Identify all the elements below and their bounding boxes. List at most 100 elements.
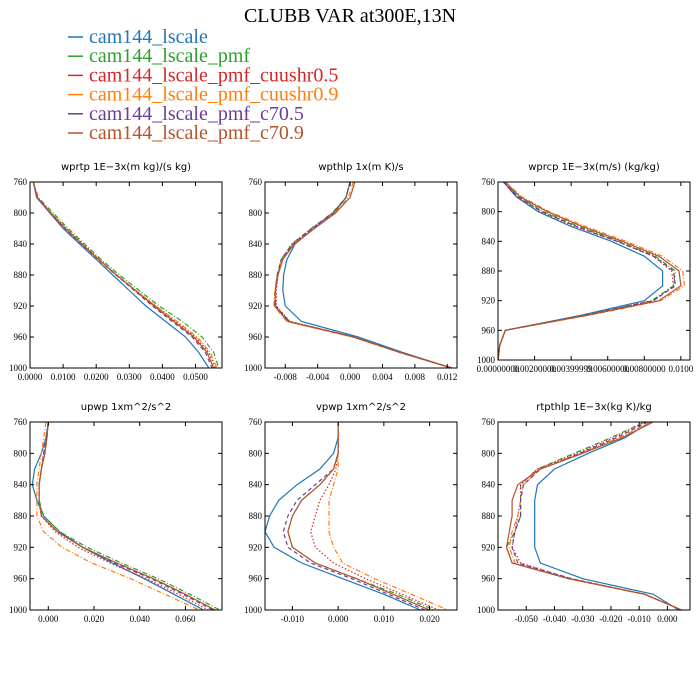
series-group [32,182,220,368]
series-line [498,182,664,360]
y-tick-label: 760 [249,177,263,187]
x-tick-label: 0.00399999 [550,364,593,374]
x-tick-label: 0.012 [437,372,457,382]
y-tick-label: 960 [249,332,263,342]
panel: upwp 1xm^2/s^2 760 800 840 880 920 960 1000 0.00… [9,402,223,624]
y-tick-label: 760 [482,177,496,187]
legend: cam144_lscalecam144_lscale_pmfcam144_lsc… [68,26,338,144]
x-tick-label: -0.030 [571,614,595,624]
x-tick-label: 0.00200000 [513,364,556,374]
y-tick-label: 960 [249,574,263,584]
y-tick-label: 1000 [9,605,28,615]
series-line [32,182,213,368]
series-line [32,182,218,368]
y-tick-label: 880 [14,270,28,280]
legend-label: cam144_lscale_pmf_cuushr0.9 [89,84,338,106]
series-line [274,182,453,368]
plot-frame [29,181,223,369]
series-line [498,182,675,360]
y-tick-label: 960 [482,325,496,335]
y-tick-label: 840 [249,239,263,249]
series-line [287,422,435,610]
series-line [32,182,210,368]
x-tick-label: -0.050 [515,614,539,624]
series-line [38,422,220,610]
x-tick-label: 0.0500 [183,372,208,382]
x-tick-label: 0.0100 [51,372,76,382]
panel-title: wpthlp 1x(m K)/s [318,162,403,173]
x-tick-label: 0.008 [405,372,426,382]
series-line [498,182,677,360]
series-group [265,422,449,610]
series-group [498,182,686,360]
x-tick-label: 0.0000 [18,372,43,382]
series-line [498,182,682,360]
series-line [38,422,214,610]
x-tick-label: 0.000 [38,614,59,624]
x-tick-label: -0.008 [274,372,298,382]
plot-frame [29,421,223,611]
y-tick-label: 920 [249,301,263,311]
x-tick-label: -0.004 [306,372,330,382]
x-tick-label: 0.040 [130,614,151,624]
y-tick-label: 840 [14,480,28,490]
x-tick-label: 0.00000000 [477,364,520,374]
y-tick-label: 960 [14,574,28,584]
legend-label: cam144_lscale_pmf [89,45,250,67]
y-tick-label: 840 [249,480,263,490]
series-line [534,422,680,610]
series-line [505,422,682,610]
panel-title: rtpthlp 1E−3x(kg K)/kg [536,402,651,413]
panel: rtpthlp 1E−3x(kg K)/kg 760 800 840 880 920 960… [477,402,691,624]
x-tick-label: -0.020 [599,614,623,624]
y-tick-label: 1000 [477,605,496,615]
panel-title: vpwp 1xm^2/s^2 [316,402,406,413]
x-tick-label: 0.004 [372,372,393,382]
y-tick-label: 760 [249,417,263,427]
panels: wprtp 1E−3x(m kg)/(s kg) 760 800 840 880 920 9… [9,162,694,624]
panel-title: upwp 1xm^2/s^2 [81,402,171,413]
y-tick-label: 920 [482,296,496,306]
series-group [31,422,220,610]
y-tick-label: 920 [482,542,496,552]
x-tick-label: 0.0400 [150,372,175,382]
series-line [282,182,452,368]
series-line [282,422,426,610]
series-line [36,422,200,610]
y-tick-label: 920 [14,301,28,311]
legend-label: cam144_lscale [89,26,208,48]
x-tick-label: -0.010 [628,614,652,624]
x-tick-label: 0.000 [340,372,361,382]
panel: wprtp 1E−3x(m kg)/(s kg) 760 800 840 880 920 9… [9,162,223,382]
panel: wpthlp 1x(m K)/s 760 800 840 880 920 960 1000 -0… [244,162,458,382]
series-line [32,182,215,368]
x-tick-label: 0.00600000 [586,364,629,374]
legend-label: cam144_lscale_pmf_cuushr0.5 [89,64,338,86]
y-tick-label: 800 [249,208,263,218]
x-tick-label: 0.0100 [668,364,693,374]
y-tick-label: 840 [14,239,28,249]
series-line [287,422,430,610]
y-tick-label: 880 [249,511,263,521]
x-tick-label: 0.060 [175,614,196,624]
x-tick-label: 0.000 [657,614,678,624]
panel-title: wprcp 1E−3x(m/s) (kg/kg) [528,162,660,173]
plot-frame [497,181,691,361]
series-line [31,422,204,610]
panel: vpwp 1xm^2/s^2 760 800 840 880 920 960 1000 -0.0… [244,402,458,624]
x-tick-label: 0.020 [419,614,440,624]
x-tick-label: -0.010 [281,614,305,624]
x-tick-label: 0.00800000 [623,364,666,374]
y-tick-label: 920 [249,542,263,552]
x-tick-label: 0.0300 [117,372,142,382]
chart-title: CLUBB VAR at300E,13N [244,5,456,27]
x-tick-label: -0.040 [543,614,567,624]
series-line [265,422,421,610]
y-tick-label: 840 [482,480,496,490]
y-tick-label: 800 [14,208,28,218]
y-tick-label: 1000 [477,355,496,365]
series-line [38,422,209,610]
series-line [508,422,682,610]
y-tick-label: 760 [14,177,28,187]
series-line [310,422,439,610]
